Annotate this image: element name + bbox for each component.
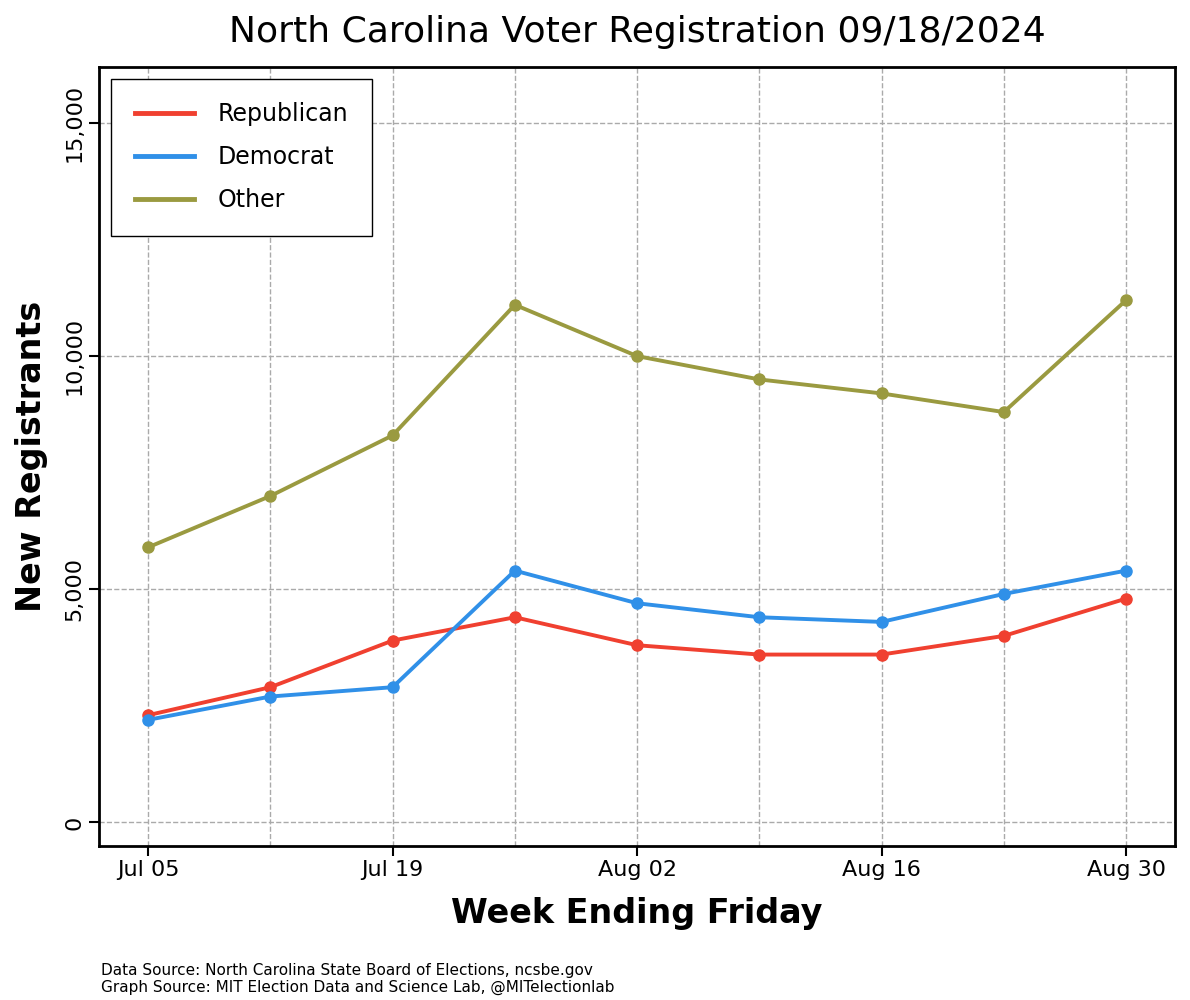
Other — [752, 373, 766, 385]
Democrat — [263, 691, 277, 703]
Democrat — [508, 565, 522, 577]
Other — [630, 350, 644, 362]
Other — [263, 490, 277, 502]
Other — [875, 387, 889, 399]
Democrat — [1119, 565, 1133, 577]
Other — [140, 541, 155, 553]
Democrat — [752, 611, 766, 623]
Democrat — [630, 597, 644, 609]
Other — [386, 429, 400, 441]
Democrat — [386, 681, 400, 693]
Republican — [508, 611, 522, 623]
Title: North Carolina Voter Registration 09/18/2024: North Carolina Voter Registration 09/18/… — [228, 15, 1046, 49]
Line: Democrat: Democrat — [143, 565, 1132, 725]
Republican — [997, 630, 1011, 642]
Republican — [1119, 593, 1133, 605]
Line: Other: Other — [143, 295, 1132, 553]
Other — [997, 406, 1011, 418]
Republican — [875, 649, 889, 661]
Democrat — [997, 588, 1011, 600]
Other — [1119, 294, 1133, 306]
Other — [508, 299, 522, 311]
Text: Graph Source: MIT Election Data and Science Lab, @MITelectionlab: Graph Source: MIT Election Data and Scie… — [101, 980, 615, 995]
Y-axis label: New Registrants: New Registrants — [15, 301, 48, 612]
Republican — [263, 681, 277, 693]
Legend: Republican, Democrat, Other: Republican, Democrat, Other — [111, 79, 371, 236]
Line: Republican: Republican — [143, 593, 1132, 721]
X-axis label: Week Ending Friday: Week Ending Friday — [451, 897, 822, 930]
Republican — [140, 709, 155, 721]
Republican — [386, 635, 400, 647]
Republican — [630, 639, 644, 651]
Democrat — [140, 714, 155, 726]
Democrat — [875, 616, 889, 628]
Republican — [752, 649, 766, 661]
Text: Data Source: North Carolina State Board of Elections, ncsbe.gov: Data Source: North Carolina State Board … — [101, 963, 593, 978]
